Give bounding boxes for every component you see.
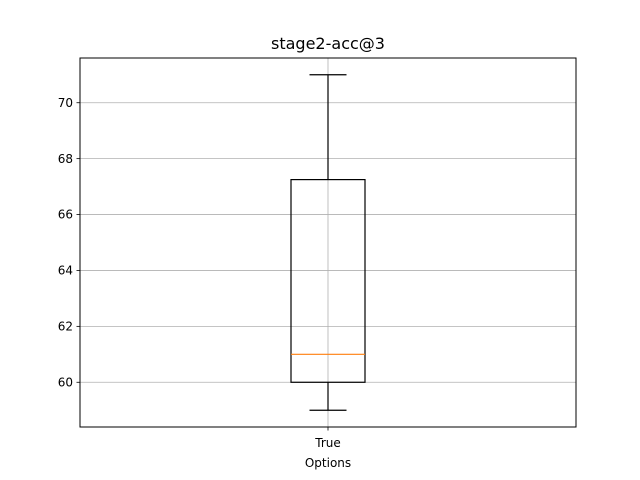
x-axis-label: Options bbox=[305, 456, 351, 470]
chart-title: stage2-acc@3 bbox=[271, 34, 385, 53]
box-iqr bbox=[290, 179, 366, 383]
y-tick-label: 66 bbox=[58, 208, 73, 222]
y-axis-ticks: 60 62 64 66 68 70 bbox=[58, 96, 80, 389]
y-tick-label: 70 bbox=[58, 96, 73, 110]
y-tick-label: 62 bbox=[58, 320, 73, 334]
x-tick-label: True bbox=[314, 436, 341, 450]
y-tick-label: 68 bbox=[58, 152, 73, 166]
y-tick-label: 64 bbox=[58, 264, 73, 278]
x-axis-ticks: True bbox=[314, 427, 341, 450]
box-group bbox=[290, 74, 366, 411]
y-tick-label: 60 bbox=[58, 375, 73, 389]
